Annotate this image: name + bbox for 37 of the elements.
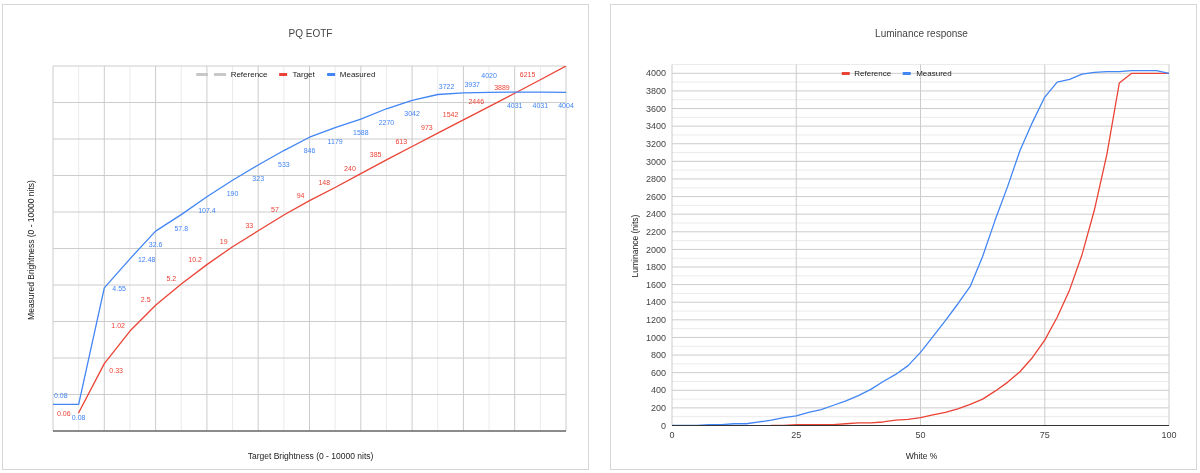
chart-title: PQ EOTF bbox=[287, 28, 334, 40]
y-tick-label: 2200 bbox=[645, 226, 666, 237]
y-tick-label: 800 bbox=[650, 350, 666, 361]
legend-label: Reference bbox=[230, 70, 268, 79]
x-tick-label: 25 bbox=[791, 429, 802, 440]
x-tick-label: 0 bbox=[669, 429, 675, 440]
x-axis-title: Target Brightness (0 - 10000 nits) bbox=[246, 450, 375, 462]
legend-label: Measured bbox=[916, 68, 952, 78]
legend-label: Target bbox=[292, 70, 315, 79]
y-tick-label: 1000 bbox=[645, 332, 666, 343]
y-axis-title: Measured Brightness (0 - 10000 nits) bbox=[25, 179, 37, 320]
y-tick-label: 1200 bbox=[645, 315, 666, 326]
y-tick-label: 3000 bbox=[645, 156, 666, 167]
x-tick-label: 50 bbox=[915, 429, 926, 440]
y-tick-label: 1400 bbox=[645, 297, 666, 308]
y-tick-label: 3600 bbox=[645, 103, 666, 114]
y-tick-label: 3800 bbox=[645, 86, 666, 97]
y-tick-label: 2000 bbox=[645, 244, 666, 255]
y-tick-label: 0 bbox=[660, 420, 666, 431]
y-tick-label: 1600 bbox=[645, 279, 666, 290]
y-tick-label: 600 bbox=[650, 367, 666, 378]
legend-label: Measured bbox=[339, 70, 376, 79]
y-tick-label: 2600 bbox=[645, 191, 666, 202]
x-tick-label: 75 bbox=[1039, 429, 1050, 440]
y-tick-label: 3200 bbox=[645, 138, 666, 149]
y-tick-label: 4000 bbox=[645, 68, 666, 79]
y-axis-title: Luminance (nits) bbox=[629, 214, 641, 278]
y-tick-label: 1800 bbox=[645, 262, 666, 273]
x-tick-label: 100 bbox=[1161, 429, 1177, 440]
chart-title: Luminance response bbox=[874, 28, 969, 40]
y-tick-label: 3400 bbox=[645, 121, 666, 132]
y-tick-label: 400 bbox=[650, 385, 666, 396]
y-tick-label: 200 bbox=[650, 403, 666, 414]
y-tick-label: 2400 bbox=[645, 209, 666, 220]
legend-label: Reference bbox=[854, 68, 892, 78]
y-tick-label: 2800 bbox=[645, 174, 666, 185]
x-axis-title: White % bbox=[904, 450, 939, 462]
